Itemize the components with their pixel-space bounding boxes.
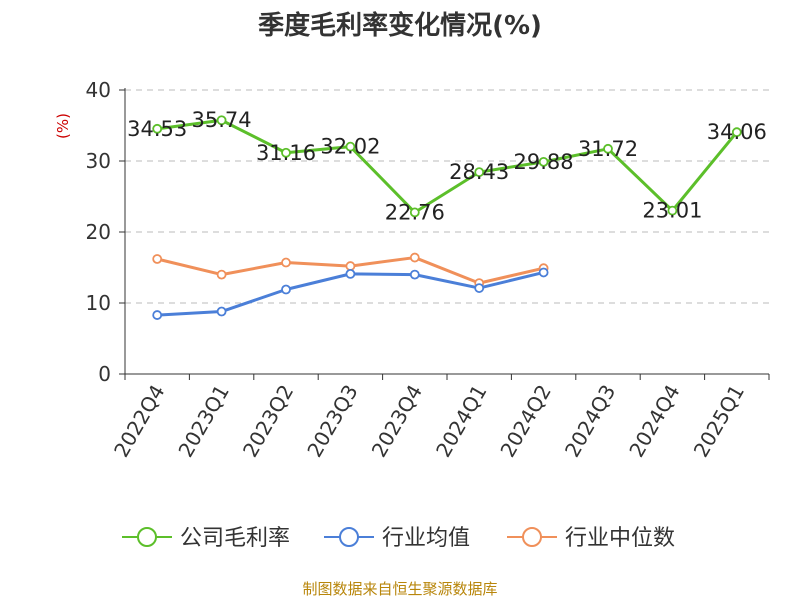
x-tick-label: 2024Q3 [560, 381, 620, 462]
data-point [216, 269, 227, 280]
data-point [474, 167, 485, 178]
legend-label: 行业均值 [382, 526, 470, 551]
data-point [345, 268, 356, 279]
data-label: 31.16 [256, 141, 316, 165]
data-label: 35.74 [192, 108, 252, 132]
data-label: 34.53 [127, 117, 187, 141]
data-point [216, 115, 227, 126]
data-point [538, 156, 549, 167]
source-note: 制图数据来自恒生聚源数据库 [302, 580, 497, 598]
y-tick-label: 40 [86, 78, 111, 102]
data-point [667, 205, 678, 216]
x-axis-ticks: 2022Q4 2023Q1 2023Q2 2023Q3 2023Q4 2024Q1 2024… [109, 374, 770, 462]
data-point [409, 252, 420, 263]
data-point [281, 284, 291, 295]
data-point [345, 141, 356, 152]
data-point [216, 306, 227, 317]
data-point [731, 127, 742, 138]
data-label: 34.06 [707, 120, 767, 144]
data-point [538, 267, 549, 278]
data-label: 22.76 [385, 200, 445, 224]
legend-marker [522, 527, 542, 547]
data-point [281, 257, 291, 268]
x-tick-label: 2023Q1 [173, 381, 233, 462]
x-tick-label: 2023Q2 [238, 381, 298, 462]
legend: 公司毛利率 行业均值 行业中位数 [122, 526, 675, 551]
series-line [157, 118, 738, 214]
x-tick-label: 2024Q4 [624, 381, 684, 462]
series-group [152, 115, 742, 320]
data-point [152, 310, 163, 320]
x-tick-label: 2023Q3 [302, 381, 362, 462]
legend-label: 公司毛利率 [180, 526, 290, 551]
data-label: 32.02 [320, 135, 380, 159]
data-point [345, 261, 356, 271]
x-tick-label: 2022Q4 [109, 381, 169, 462]
grid-lines [125, 89, 769, 304]
y-tick-label: 0 [98, 362, 111, 386]
series-line [157, 271, 544, 317]
legend-marker [137, 527, 157, 547]
data-point [152, 123, 163, 134]
data-label: 23.01 [642, 199, 702, 223]
data-point [474, 283, 485, 293]
data-point [281, 147, 291, 158]
data-point [409, 269, 420, 280]
data-point [152, 254, 163, 264]
data-point [603, 143, 613, 154]
chart-title: 季度毛利率变化情况(%) [258, 10, 542, 41]
y-tick-label: 10 [86, 291, 111, 315]
x-tick-label: 2025Q1 [689, 381, 749, 462]
data-point [409, 207, 420, 218]
x-tick-label: 2024Q2 [495, 381, 555, 462]
y-axis-unit: (%) [54, 113, 72, 139]
y-axis-ticks: 0 10 20 30 40 [86, 78, 125, 386]
data-label: 28.43 [449, 160, 509, 184]
legend-marker [339, 527, 359, 547]
x-tick-label: 2024Q1 [431, 381, 491, 462]
x-tick-label: 2023Q4 [367, 381, 427, 462]
data-label: 29.88 [514, 150, 574, 174]
legend-label: 行业中位数 [565, 526, 675, 551]
data-label: 31.72 [578, 137, 638, 161]
y-tick-label: 20 [86, 220, 111, 244]
y-tick-label: 30 [86, 149, 111, 173]
